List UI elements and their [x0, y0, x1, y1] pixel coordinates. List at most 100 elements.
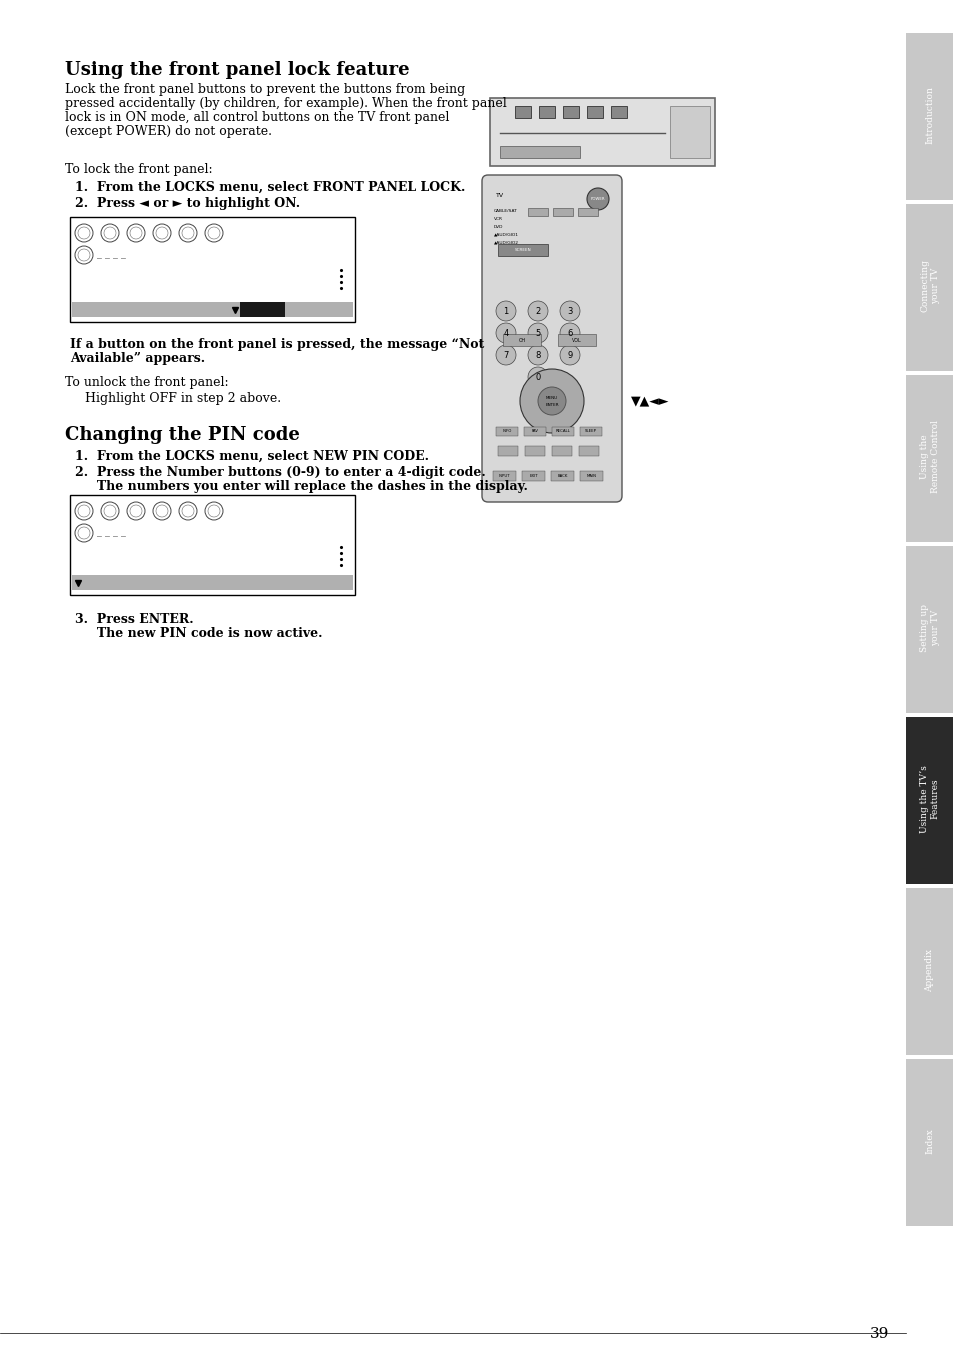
- Text: EXIT: EXIT: [529, 474, 537, 478]
- Text: pressed accidentally (by children, for example). When the front panel: pressed accidentally (by children, for e…: [65, 97, 506, 109]
- Bar: [905, 204, 953, 372]
- Text: FAV: FAV: [531, 430, 537, 434]
- Bar: [70, 218, 355, 322]
- Bar: [499, 146, 579, 158]
- Bar: [552, 427, 574, 436]
- Bar: [71, 303, 353, 317]
- Text: 3: 3: [567, 307, 572, 316]
- Text: DVD: DVD: [494, 226, 503, 230]
- Text: 6: 6: [567, 328, 572, 338]
- Bar: [490, 99, 714, 166]
- Text: 4: 4: [503, 328, 508, 338]
- Text: To lock the front panel:: To lock the front panel:: [65, 163, 213, 176]
- Circle shape: [527, 345, 547, 365]
- Bar: [71, 576, 353, 590]
- Text: VCR: VCR: [494, 218, 502, 222]
- Bar: [524, 446, 544, 457]
- Text: Introduction: Introduction: [924, 86, 934, 145]
- Text: Connecting
your TV: Connecting your TV: [920, 259, 939, 312]
- Text: 8: 8: [535, 350, 540, 359]
- Bar: [497, 245, 547, 255]
- Circle shape: [559, 301, 579, 322]
- Bar: [905, 1059, 953, 1225]
- Circle shape: [496, 323, 516, 343]
- Text: If a button on the front panel is pressed, the message “Not: If a button on the front panel is presse…: [70, 338, 484, 351]
- Text: 5: 5: [535, 328, 540, 338]
- Bar: [551, 471, 574, 481]
- Bar: [905, 376, 953, 542]
- Bar: [515, 105, 531, 118]
- Text: CH: CH: [517, 338, 525, 343]
- Text: 1.  From the LOCKS menu, select NEW PIN CODE.: 1. From the LOCKS menu, select NEW PIN C…: [75, 450, 429, 463]
- Bar: [558, 334, 596, 346]
- Bar: [578, 446, 598, 457]
- Circle shape: [527, 367, 547, 386]
- Bar: [70, 494, 355, 594]
- Text: Setting up
your TV: Setting up your TV: [920, 604, 939, 653]
- Bar: [586, 105, 602, 118]
- Circle shape: [519, 369, 583, 434]
- Text: MENU: MENU: [545, 396, 558, 400]
- Bar: [493, 471, 516, 481]
- Text: Using the front panel lock feature: Using the front panel lock feature: [65, 61, 409, 78]
- Circle shape: [559, 323, 579, 343]
- Bar: [527, 208, 547, 216]
- Circle shape: [586, 188, 608, 209]
- FancyBboxPatch shape: [481, 176, 621, 503]
- Text: 9: 9: [567, 350, 572, 359]
- Text: The new PIN code is now active.: The new PIN code is now active.: [75, 627, 322, 640]
- Circle shape: [527, 323, 547, 343]
- Text: VOL: VOL: [572, 338, 581, 343]
- Text: CABLE/SAT: CABLE/SAT: [494, 209, 517, 213]
- Circle shape: [537, 386, 565, 415]
- Bar: [502, 334, 540, 346]
- Text: 7: 7: [503, 350, 508, 359]
- Text: TV: TV: [496, 193, 503, 199]
- Text: Changing the PIN code: Changing the PIN code: [65, 426, 299, 444]
- Text: Highlight OFF in step 2 above.: Highlight OFF in step 2 above.: [85, 392, 281, 405]
- Text: Appendix: Appendix: [924, 948, 934, 992]
- Text: ▼▲◄►: ▼▲◄►: [630, 394, 669, 408]
- Text: BACK: BACK: [557, 474, 567, 478]
- Text: (except POWER) do not operate.: (except POWER) do not operate.: [65, 126, 272, 138]
- Bar: [523, 427, 545, 436]
- Bar: [496, 427, 517, 436]
- Text: 0: 0: [535, 373, 540, 381]
- Bar: [669, 105, 709, 158]
- Bar: [579, 427, 601, 436]
- Bar: [905, 32, 953, 200]
- Text: MAIN: MAIN: [586, 474, 596, 478]
- Circle shape: [559, 345, 579, 365]
- Bar: [562, 105, 578, 118]
- Text: 2.  Press the Number buttons (0-9) to enter a 4-digit code.: 2. Press the Number buttons (0-9) to ent…: [75, 466, 485, 480]
- Text: 2: 2: [535, 307, 540, 316]
- Text: Available” appears.: Available” appears.: [70, 353, 205, 365]
- Text: ENTER: ENTER: [544, 403, 558, 407]
- Bar: [579, 471, 602, 481]
- Circle shape: [496, 345, 516, 365]
- Text: 1.  From the LOCKS menu, select FRONT PANEL LOCK.: 1. From the LOCKS menu, select FRONT PAN…: [75, 181, 465, 195]
- Bar: [553, 208, 573, 216]
- Bar: [905, 888, 953, 1055]
- Bar: [521, 471, 544, 481]
- Text: POWER: POWER: [590, 197, 604, 201]
- Text: Using the TV’s
Features: Using the TV’s Features: [920, 765, 939, 834]
- Bar: [538, 105, 555, 118]
- Text: Using the
Remote Control: Using the Remote Control: [920, 420, 939, 493]
- Text: INFO: INFO: [502, 430, 511, 434]
- Bar: [610, 105, 626, 118]
- Text: _ _ _ _: _ _ _ _: [97, 527, 126, 536]
- Bar: [552, 446, 572, 457]
- Bar: [497, 446, 517, 457]
- Text: SLEEP: SLEEP: [584, 430, 597, 434]
- Text: 3.  Press ENTER.: 3. Press ENTER.: [75, 613, 193, 626]
- Text: 1: 1: [503, 307, 508, 316]
- Text: Lock the front panel buttons to prevent the buttons from being: Lock the front panel buttons to prevent …: [65, 82, 465, 96]
- Text: RECALL: RECALL: [555, 430, 570, 434]
- Text: INPUT: INPUT: [498, 474, 510, 478]
- Text: ▲AUD/GIO2: ▲AUD/GIO2: [494, 240, 518, 245]
- Bar: [905, 717, 953, 884]
- Text: To unlock the front panel:: To unlock the front panel:: [65, 376, 229, 389]
- Text: The numbers you enter will replace the dashes in the display.: The numbers you enter will replace the d…: [75, 480, 527, 493]
- Text: 2.  Press ◄ or ► to highlight ON.: 2. Press ◄ or ► to highlight ON.: [75, 197, 300, 209]
